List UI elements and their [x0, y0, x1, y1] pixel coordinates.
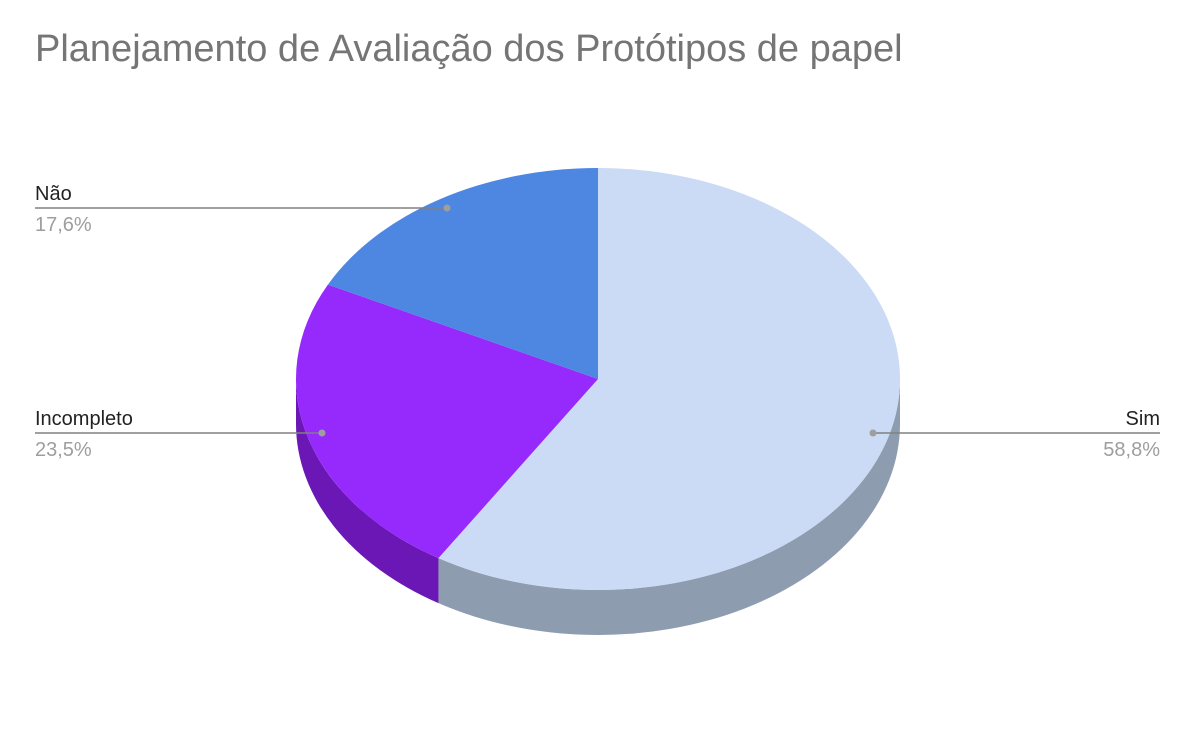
leader-dot-incompleto [318, 429, 326, 437]
pie-slice-sim [438, 168, 900, 590]
slice-percent-incompleto: 23,5% [35, 439, 92, 461]
slice-label-nao: Não [35, 183, 72, 205]
pie-side-sim [438, 379, 900, 635]
pie-slice-nao [327, 168, 598, 379]
pie-slice-incompleto [295, 284, 598, 559]
leader-dot-sim [869, 429, 877, 437]
slice-label-sim: Sim [1126, 408, 1160, 430]
pie-side-incompleto [296, 379, 439, 604]
leader-dot-nao [443, 204, 451, 212]
slice-percent-nao: 17,6% [35, 214, 92, 236]
slice-percent-sim: 58,8% [1103, 439, 1160, 461]
slice-label-incompleto: Incompleto [35, 408, 133, 430]
chart-title: Planejamento de Avaliação dos Protótipos… [35, 28, 903, 70]
